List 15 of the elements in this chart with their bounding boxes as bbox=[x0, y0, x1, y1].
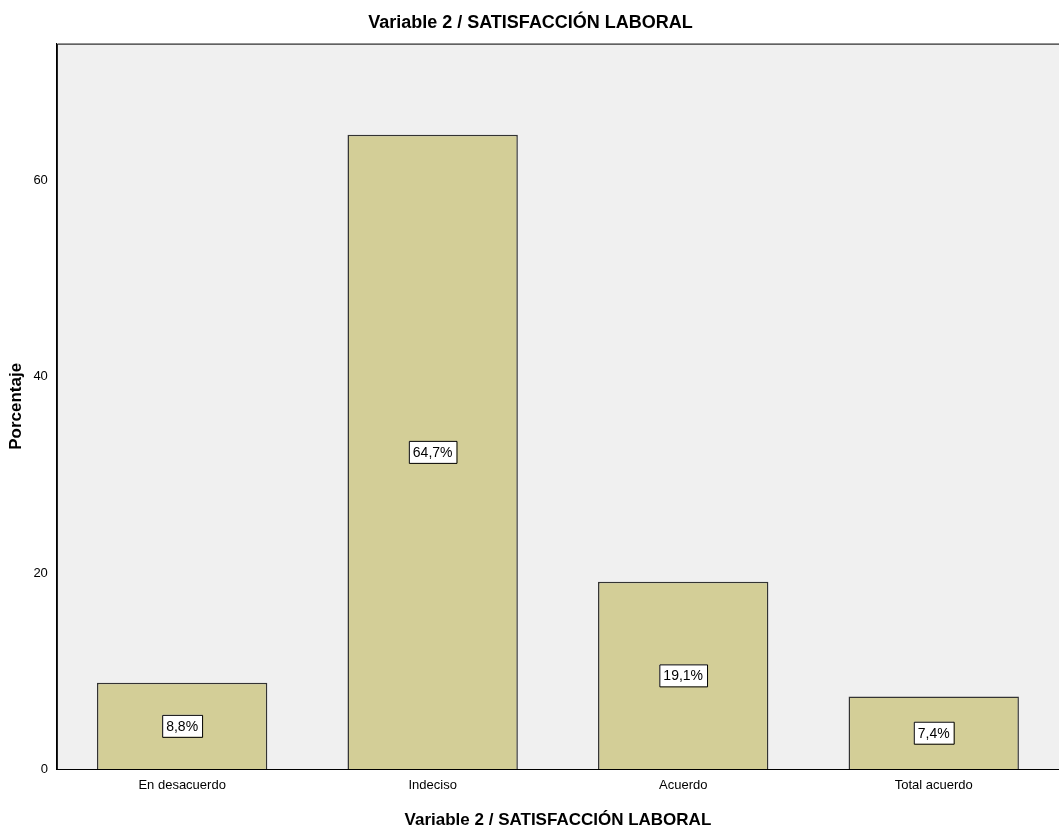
x-axis-title: Variable 2 / SATISFACCIÓN LABORAL bbox=[404, 810, 712, 830]
x-tick-label: Acuerdo bbox=[658, 777, 708, 793]
data-label: 64,7% bbox=[412, 443, 453, 460]
data-label: 7,4% bbox=[917, 724, 950, 741]
data-label: 8,8% bbox=[166, 717, 199, 734]
y-tick-label: 0 bbox=[40, 760, 48, 776]
x-tick-label: En desacuerdo bbox=[138, 777, 226, 793]
y-tick-label: 40 bbox=[33, 368, 48, 384]
data-label: 19,1% bbox=[663, 667, 704, 684]
x-tick-label: Total acuerdo bbox=[894, 777, 973, 793]
chart-title: Variable 2 / SATISFACCIÓN LABORAL bbox=[368, 10, 693, 32]
y-tick-label: 60 bbox=[33, 172, 48, 188]
y-tick-label: 20 bbox=[33, 564, 48, 580]
y-axis-title: Porcentaje bbox=[5, 362, 25, 450]
x-tick-label: Indeciso bbox=[408, 777, 457, 793]
